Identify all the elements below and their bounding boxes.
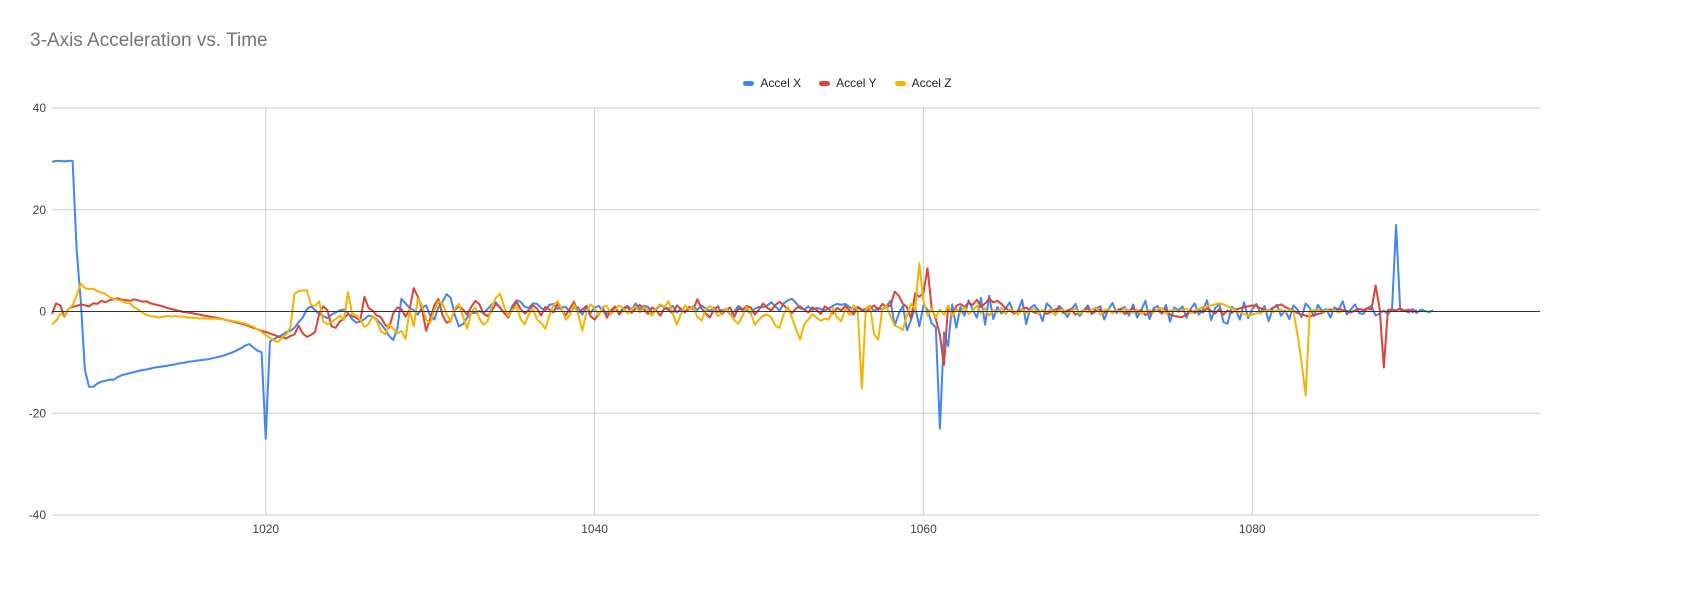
grid-layer [52, 107, 1540, 516]
y-tick-label: -20 [29, 406, 47, 420]
series-line-accel-z[interactable] [51, 262, 1344, 397]
x-tick-label: 1060 [910, 522, 937, 536]
legend-swatch-accel-z [894, 80, 906, 86]
legend-item-accel-x[interactable]: Accel X [743, 76, 801, 90]
y-tick-label: 40 [33, 101, 47, 115]
y-tick-label: -40 [29, 508, 47, 522]
chart-legend: Accel X Accel Y Accel Z [0, 76, 1695, 90]
legend-label-accel-y: Accel Y [836, 76, 877, 90]
legend-label-accel-x: Accel X [760, 76, 802, 90]
series-layer [51, 159, 1434, 440]
tick-label-layer: 40 20 0 -20 -40 1020 1040 1060 1080 [29, 101, 1266, 536]
x-tick-label: 1080 [1239, 522, 1266, 536]
legend-swatch-accel-x [743, 80, 755, 86]
x-tick-label: 1020 [252, 522, 279, 536]
chart-title: 3-Axis Acceleration vs. Time [30, 30, 268, 51]
legend-item-accel-y[interactable]: Accel Y [819, 76, 877, 90]
x-tick-label: 1040 [581, 522, 608, 536]
legend-item-accel-z[interactable]: Accel Z [894, 76, 952, 90]
legend-label-accel-z: Accel Z [911, 76, 952, 90]
series-line-accel-x[interactable] [51, 159, 1434, 440]
y-tick-label: 20 [33, 203, 47, 217]
legend-swatch-accel-y [819, 80, 831, 86]
y-tick-label: 0 [39, 305, 46, 319]
